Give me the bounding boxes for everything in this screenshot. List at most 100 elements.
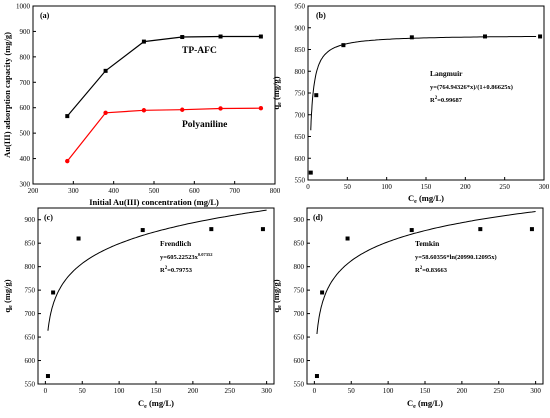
x-tick-label: 200 [28,187,39,195]
panel-d-r2: R2=0.83663 [415,266,448,274]
data-point [341,43,346,48]
panel-c-xlabel: Ce (mg/L) [138,398,174,410]
y-tick-label: 600 [294,357,305,365]
x-tick-label: 50 [79,387,87,395]
panel-c-label: (c) [44,213,53,222]
x-tick-label: 200 [460,183,471,191]
x-tick-label: 300 [261,387,272,395]
panel-b-marks [308,34,543,175]
y-tick-label: 800 [20,53,31,61]
y-tick-label: 600 [20,104,31,112]
data-point [218,34,223,39]
panel-d-ticks: 0 50 100 150 200 250 300 550 600 650 700 750 800 850 9… [294,216,542,395]
y-tick-label: 650 [295,133,306,141]
panel-c-frame [37,207,275,385]
y-tick-label: 750 [294,287,305,295]
data-point [45,374,50,379]
fit-curve [316,211,536,334]
panel-a-ylabel: Au(III) adsorption capacity (mg/g) [2,32,12,158]
panel-b-label: (b) [316,11,326,20]
series-label-tp-afc: TP-AFC [182,46,217,56]
panel-c-equation: y=605.22523x0.07352 [160,252,213,261]
fit-curve [47,209,267,331]
x-tick-label: 300 [539,183,550,191]
x-tick-label: 50 [344,183,352,191]
panel-d-xlabel: Ce (mg/L) [407,398,443,410]
data-point [209,227,214,232]
x-tick-label: 400 [108,187,119,195]
y-tick-label: 700 [294,310,305,318]
data-point [65,114,70,119]
x-tick-label: 200 [457,387,468,395]
panel-a-label: (a) [40,11,50,20]
data-point [314,374,319,379]
x-tick-label: 150 [151,387,162,395]
x-tick-label: 300 [68,187,79,195]
x-tick-label: 100 [383,387,394,395]
data-point [76,236,81,241]
x-tick-label: 300 [530,387,541,395]
y-tick-label: 400 [20,155,31,163]
x-tick-label: 700 [229,187,240,195]
panel-b-ylabel: qe (mg/g) [271,76,283,109]
data-point [478,227,483,232]
data-point [141,39,146,44]
x-tick-label: 0 [44,387,48,395]
y-tick-label: 950 [295,3,306,11]
y-tick-label: 700 [25,310,36,318]
data-point [538,34,543,39]
y-tick-label: 600 [25,357,36,365]
data-point [258,106,264,111]
panel-d-frame [306,207,544,385]
panel-b-equation: y=(764.94326*x)/(1+0.86625x) [430,84,513,91]
data-point [409,35,414,40]
x-tick-label: 0 [313,387,317,395]
data-point [180,35,185,40]
panel-c-ylabel: qe (mg/g) [2,279,14,312]
x-tick-label: 0 [306,183,310,191]
y-tick-label: 550 [25,381,36,389]
data-point [103,68,108,73]
series-line [66,107,261,162]
x-tick-label: 50 [348,387,356,395]
y-tick-label: 600 [295,155,306,163]
panel-b-xlabel: Ce (mg/L) [408,193,444,205]
y-tick-label: 700 [295,111,306,119]
y-tick-label: 550 [294,381,305,389]
panel-c-model-name: Frendlich [160,239,192,248]
data-point [409,228,414,233]
y-tick-label: 850 [294,240,305,248]
y-tick-label: 850 [25,240,36,248]
panel-a-marks [65,34,264,164]
x-tick-label: 200 [188,387,199,395]
y-tick-label: 700 [20,79,31,87]
x-tick-label: 100 [381,183,392,191]
data-point [320,290,325,295]
y-tick-label: 850 [295,46,306,54]
data-point [529,227,534,232]
x-tick-label: 500 [149,187,160,195]
panel-d-marks [314,211,536,379]
y-tick-label: 750 [295,90,306,98]
data-point [65,158,70,164]
data-point [260,227,265,232]
series-line [66,35,261,117]
data-point [218,106,223,111]
y-tick-label: 300 [20,181,31,189]
y-tick-label: 800 [25,263,36,271]
panel-a-frame [32,5,276,185]
x-tick-label: 250 [494,387,505,395]
y-tick-label: 900 [295,24,306,32]
panel-b: 0 50 100 150 200 250 300 550 600 650 700 750 800 850 9… [271,3,550,206]
panel-a: 200 300 400 500 600 700 8003004005006007008009… [2,3,281,208]
panel-c-marks [45,209,267,379]
data-point [258,34,263,39]
panel-c-ticks: 0 50 100 150 200 250 300 550 600 650 700 750 800 850 9… [25,216,273,395]
panel-b-ticks: 0 50 100 150 200 250 300 550 600 650 700 750 800 850 9… [295,3,550,192]
y-tick-label: 500 [20,130,31,138]
panel-a-xlabel: Initial Au(III) concentration (mg/L) [89,197,219,207]
panel-c: 0 50 100 150 200 250 300 550 600 650 700 750 800 850 9… [2,207,275,410]
panel-b-model-name: Langmuir [430,69,463,78]
panel-d-label: (d) [313,213,323,222]
